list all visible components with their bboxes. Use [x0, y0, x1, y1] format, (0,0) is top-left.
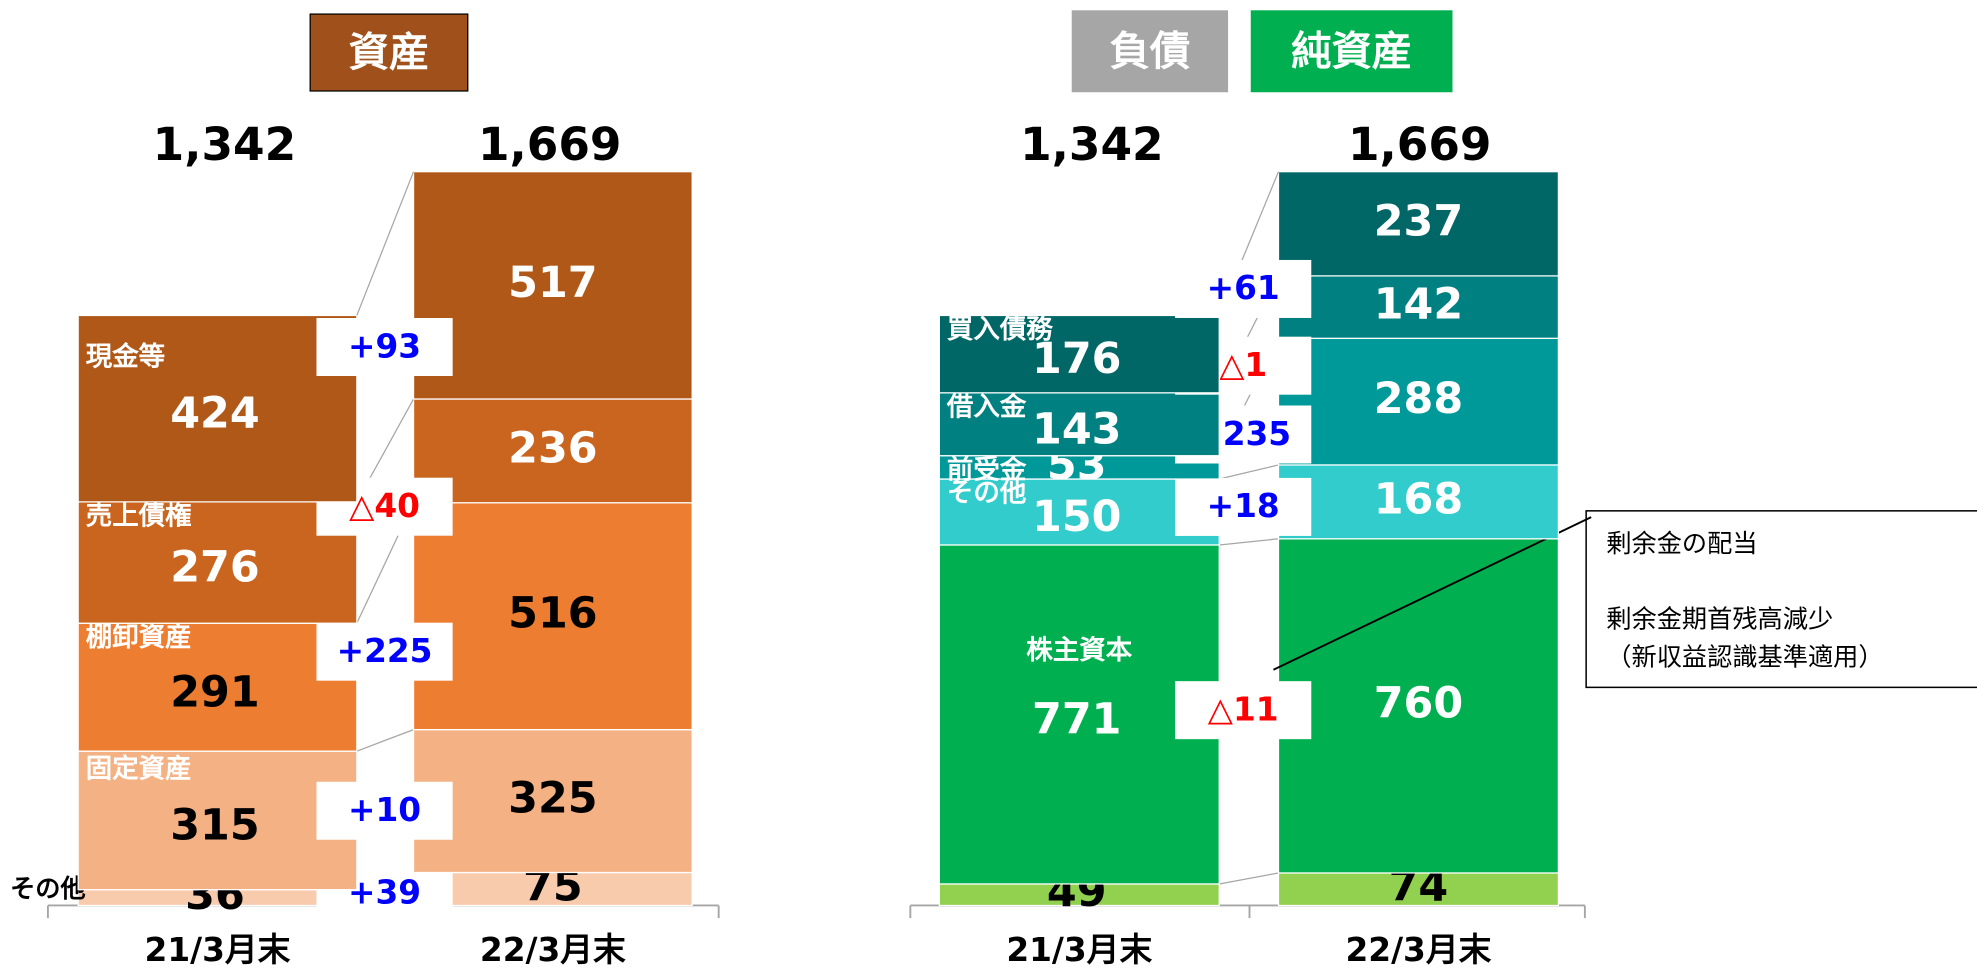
series-name: 借入金 — [946, 391, 1027, 422]
title-box — [1071, 10, 1229, 93]
note-text: （新収益認識基準適用） — [1606, 642, 1883, 671]
value-label: 236 — [508, 423, 597, 473]
total-label: 1,342 — [153, 118, 297, 171]
bar-segment — [412, 398, 693, 504]
series-name: 買入債務 — [947, 314, 1053, 345]
bar-segment — [77, 314, 358, 503]
connector-line — [1219, 872, 1279, 885]
title: 純資産 — [1291, 28, 1412, 75]
change-box — [1175, 681, 1312, 740]
bar-segment — [1277, 337, 1560, 466]
bar-segment — [412, 728, 693, 874]
value-label: 424 — [170, 389, 259, 439]
bar-segment — [77, 622, 358, 752]
series-name: 株主資本 — [1026, 635, 1132, 666]
value-label: 176 — [1032, 334, 1121, 384]
change-box — [316, 622, 453, 681]
bar-segment — [938, 544, 1220, 885]
bar-segment — [412, 871, 693, 907]
value-label: 168 — [1374, 474, 1463, 524]
total-label: 1,669 — [1348, 118, 1492, 171]
change-label: +10 — [348, 791, 421, 829]
connector-line — [1219, 538, 1279, 546]
x-tick-label: 22/3月末 — [1345, 931, 1491, 969]
total-label: 1,669 — [478, 118, 622, 171]
change-box — [316, 318, 453, 376]
bar-segment — [1277, 171, 1560, 277]
note-text: 剰余金の配当 — [1606, 529, 1757, 558]
change-label: +225 — [337, 632, 433, 670]
value-label: 291 — [170, 667, 259, 717]
change-label: △40 — [349, 487, 420, 525]
series-name: 前受金 — [947, 454, 1027, 485]
total-label: 1,342 — [1020, 118, 1164, 171]
note-text: 剰余金期首残高減少 — [1606, 605, 1833, 634]
title-box — [309, 13, 469, 92]
value-label: 516 — [508, 589, 597, 639]
bar-segment — [77, 750, 358, 891]
value-label: 325 — [508, 774, 597, 824]
value-label: 142 — [1374, 280, 1463, 330]
change-label: +39 — [348, 874, 421, 912]
value-label: 315 — [170, 800, 259, 850]
value-label: 760 — [1374, 678, 1463, 728]
x-tick-label: 21/3月末 — [145, 931, 291, 969]
bar-segment — [412, 502, 693, 731]
bar-segment — [1277, 275, 1560, 339]
connector-line — [356, 171, 415, 316]
bar-segment — [77, 501, 358, 624]
value-label: 276 — [170, 543, 259, 593]
value-label: 288 — [1374, 374, 1463, 424]
series-name: 棚卸資産 — [86, 622, 192, 653]
bar-segment — [1277, 872, 1560, 907]
x-tick-label: 21/3月末 — [1006, 931, 1152, 969]
title: 資産 — [349, 29, 430, 76]
connector-line — [356, 729, 414, 752]
value-label: 517 — [508, 258, 597, 308]
title-box — [1250, 10, 1453, 93]
change-box — [1175, 477, 1312, 536]
series-name: 現金等 — [86, 342, 165, 373]
change-label: +18 — [1207, 487, 1280, 525]
bar-segment — [412, 171, 693, 400]
series-name: その他 — [10, 874, 86, 903]
note-box — [1585, 510, 1977, 689]
bar-segment — [938, 314, 1220, 394]
bar-segment — [1277, 538, 1560, 874]
title: 負債 — [1110, 28, 1191, 75]
value-label: 237 — [1374, 196, 1463, 246]
change-box — [316, 781, 453, 840]
change-label: +61 — [1207, 269, 1280, 307]
note-line — [1273, 516, 1592, 671]
series-name: 売上債権 — [86, 501, 192, 532]
x-tick-label: 22/3月末 — [480, 931, 626, 969]
change-label: △1 — [1219, 346, 1267, 384]
value-label: 143 — [1032, 404, 1121, 454]
series-name: 固定資産 — [86, 753, 192, 784]
series-name: その他 — [947, 478, 1026, 509]
value-label: 150 — [1032, 492, 1121, 542]
change-label: +93 — [348, 327, 421, 365]
value-label: 771 — [1032, 695, 1121, 745]
change-box — [1175, 259, 1312, 318]
connector-line — [1219, 464, 1279, 480]
change-label: △11 — [1208, 690, 1279, 728]
